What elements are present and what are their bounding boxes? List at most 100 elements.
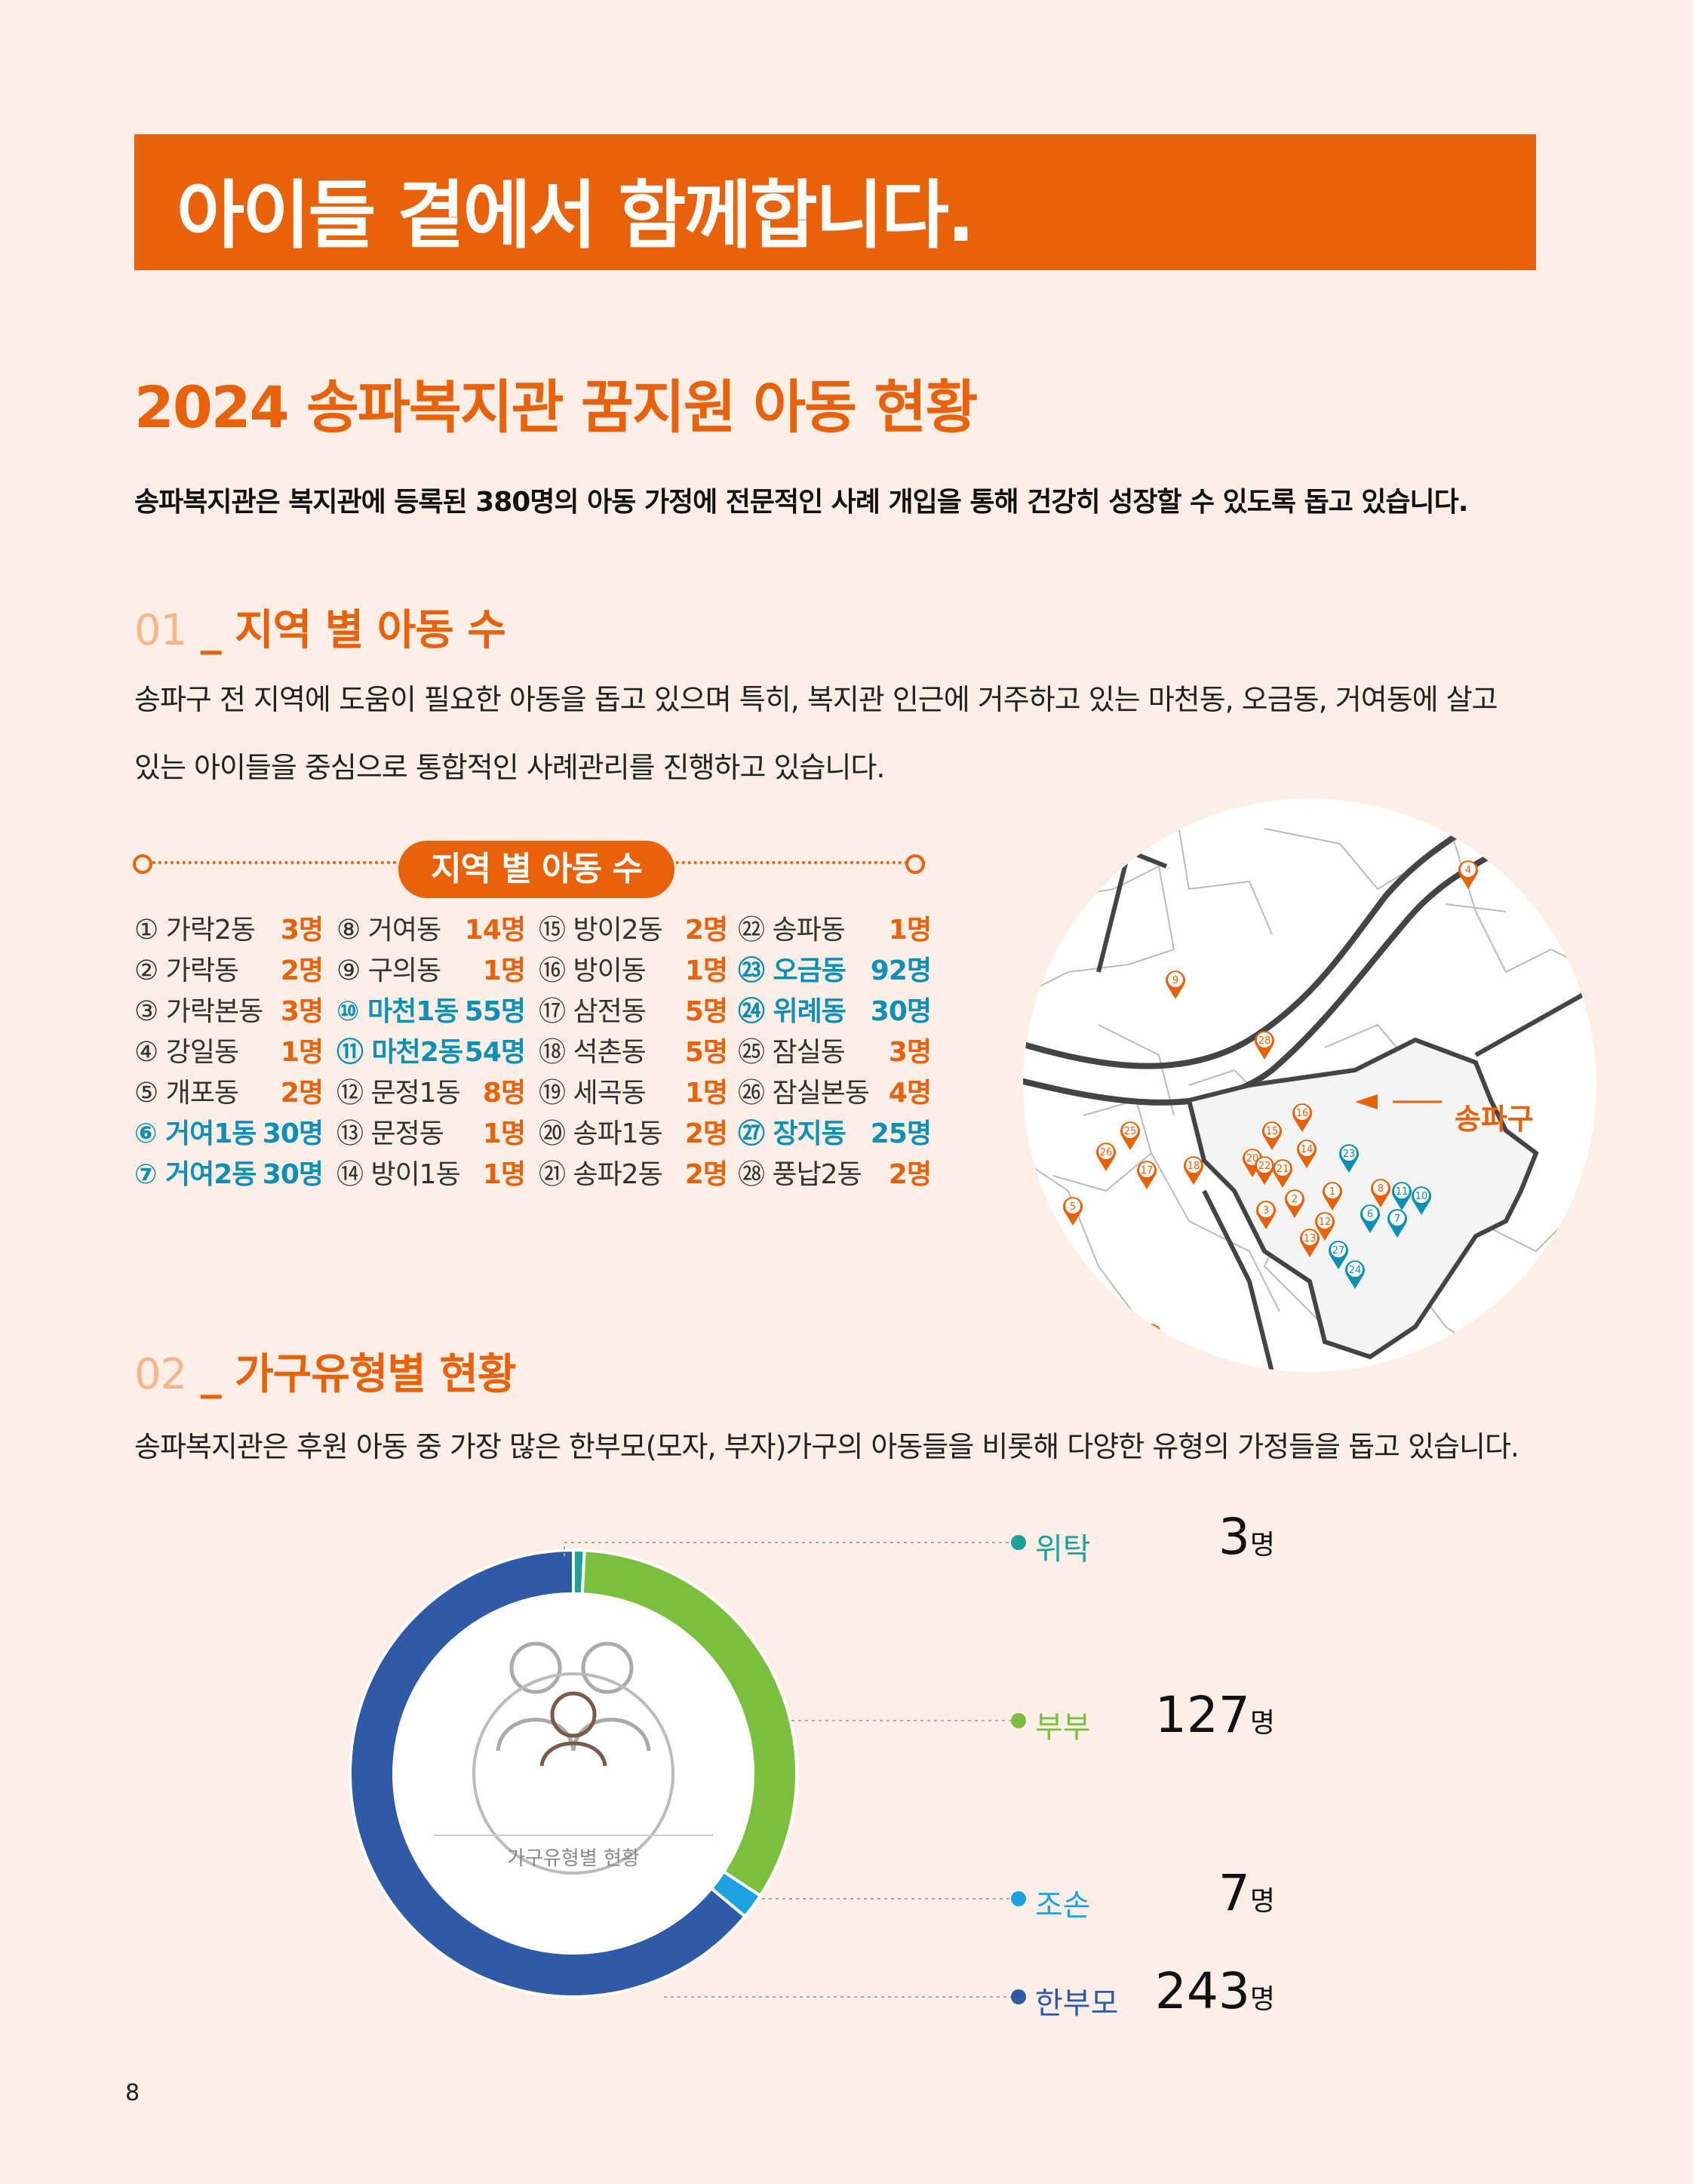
region-name: ⑬ 문정동 — [336, 1118, 444, 1149]
region-name: ⑩ 마천1동 — [336, 996, 459, 1027]
map-pin-label: 1 — [1329, 1186, 1335, 1198]
region-cell: ㉓ 오금동 92명 — [738, 951, 932, 992]
region-cell: ⑱ 석촌동 5명 — [539, 1032, 728, 1073]
map-pin-center — [1325, 1183, 1340, 1198]
region-row: ① 가락2동 3명 ⑧ 거여동 14명 ⑮ 방이2동 2명 ㉒ 송파동 1명 — [134, 910, 934, 951]
title-banner: 아이들 곁에서 함께합니다. — [134, 134, 1536, 270]
part1-desc-line1: 송파구 전 지역에 도움이 필요한 아동을 돕고 있으며 특히, 복지관 인근에… — [134, 683, 1498, 716]
map-pin-label: 28 — [1258, 1035, 1271, 1047]
region-cell: ㉒ 송파동 1명 — [738, 910, 932, 951]
map-pin-center — [1287, 1191, 1302, 1206]
map-pin-label: 24 — [1349, 1265, 1362, 1276]
region-name: ㉕ 잠실동 — [738, 1037, 846, 1068]
region-cell: ㉖ 잠실본동 4명 — [738, 1073, 932, 1114]
region-count: 3명 — [280, 996, 324, 1027]
region-name: ㉔ 위례동 — [738, 996, 847, 1027]
map-marker: 24 — [1345, 1260, 1365, 1289]
region-name: ④ 강일동 — [134, 1037, 239, 1068]
region-name: ㉑ 송파2동 — [539, 1159, 663, 1190]
map-pin-center — [1302, 1230, 1317, 1245]
region-count: 2명 — [888, 1159, 932, 1190]
region-cell: ⑲ 세곡동 1명 — [539, 1073, 728, 1114]
region-count: 1명 — [684, 1078, 728, 1109]
map-pin-center — [1363, 1206, 1378, 1221]
map-pin-label: 6 — [1367, 1209, 1373, 1220]
region-count: 14명 — [464, 915, 526, 946]
legend-label: 부부 — [1035, 1710, 1091, 1745]
region-cell: ⑨ 구의동 1명 — [336, 951, 526, 992]
legend-dot — [1011, 1535, 1026, 1550]
part1-desc-line2: 있는 아이들을 중심으로 통합적인 사례관리를 진행하고 있습니다. — [134, 751, 885, 784]
part2-desc: 송파복지관은 후원 아동 중 가장 많은 한부모(모자, 부자)가구의 아동들을… — [134, 1430, 1519, 1463]
region-cell: ㉗ 장지동 25명 — [738, 1114, 932, 1155]
map-pin-center — [1065, 1198, 1080, 1214]
section-title: 2024 송파복지관 꿈지원 아동 현황 — [134, 374, 978, 441]
region-count: 3명 — [280, 915, 324, 946]
region-count: 1명 — [482, 1118, 526, 1149]
region-count: 1명 — [888, 915, 932, 946]
region-cell: ⑪ 마천2동 54명 — [336, 1032, 526, 1073]
map-pin-label: 23 — [1343, 1149, 1356, 1160]
region-cell: ⑥ 거여1동 30명 — [134, 1114, 324, 1155]
map-pin-label: 18 — [1188, 1161, 1200, 1172]
legend-value-unit: 명 — [1249, 1984, 1275, 2015]
map-marker: 7 — [1387, 1209, 1407, 1238]
intro-text: 송파복지관은 복지관에 등록된 380명의 아동 가정에 전문적인 사례 개입을… — [134, 487, 1468, 518]
legend-value-unit: 명 — [1249, 1708, 1275, 1739]
map-pin-label: 16 — [1296, 1108, 1309, 1119]
donut-caption: 가구유형별 현황 — [507, 1847, 640, 1870]
part2-number: 02 — [134, 1350, 187, 1399]
map-marker: 5 — [1063, 1197, 1083, 1226]
map-pin-label: 15 — [1266, 1126, 1279, 1137]
region-name: ㉒ 송파동 — [738, 915, 846, 946]
region-row: ④ 강일동 1명 ⑪ 마천2동 54명 ⑱ 석촌동 5명 ㉕ 잠실동 3명 — [134, 1032, 934, 1073]
region-count: 1명 — [280, 1037, 324, 1068]
part1-number: 01 — [134, 606, 187, 655]
map-pin-label: 10 — [1415, 1191, 1428, 1202]
region-name: ㉖ 잠실본동 — [738, 1078, 870, 1109]
map-marker: 2 — [1285, 1189, 1304, 1218]
legend-dot — [1011, 1989, 1026, 2004]
legend-label: 조손 — [1035, 1888, 1091, 1923]
han-river-north-bank — [1023, 798, 1508, 1069]
region-count: 55명 — [464, 996, 526, 1027]
map-marker: 8 — [1371, 1179, 1390, 1207]
family-icon — [472, 1641, 674, 1875]
region-cell: ⑤ 개포동 2명 — [134, 1073, 324, 1114]
map-marker: 16 — [1292, 1103, 1312, 1132]
map-pin-center — [1098, 1144, 1114, 1159]
region-name: ② 가락동 — [134, 955, 239, 986]
map-pin-center — [1258, 1202, 1274, 1217]
region-cell: ⑳ 송파1동 2명 — [539, 1114, 728, 1155]
region-table-title: 지역 별 아동 수 — [398, 841, 674, 898]
legend-value-number: 243 — [1154, 1962, 1250, 2020]
map-pin-center — [1139, 1162, 1154, 1177]
region-cell: ⑭ 방이1동 1명 — [336, 1155, 526, 1195]
map-pin-label: 17 — [1141, 1165, 1154, 1177]
donut-slice-부부 — [580, 1549, 798, 1898]
songpa-outline — [1186, 1037, 1539, 1360]
map-pin-label: 12 — [1319, 1217, 1332, 1228]
region-cell: ⑧ 거여동 14명 — [336, 910, 526, 951]
map-pin-center — [1123, 1123, 1138, 1138]
legend-value: 243명 — [1124, 1962, 1275, 2020]
region-cell: ① 가락2동 3명 — [134, 910, 324, 951]
map-pin-center — [1295, 1105, 1310, 1120]
map-pin-label: 2 — [1292, 1194, 1298, 1205]
region-cell: ⑰ 삼전동 5명 — [539, 992, 728, 1032]
region-name: ㉘ 풍납2동 — [738, 1159, 862, 1190]
region-name: ① 가락2동 — [134, 915, 256, 946]
map-pin-label: 26 — [1100, 1147, 1113, 1158]
legend-label: 한부모 — [1035, 1986, 1119, 2021]
region-count: 2명 — [684, 1159, 728, 1190]
map-marker: 22 — [1255, 1156, 1274, 1185]
map-pin-center — [1390, 1210, 1405, 1226]
region-count: 30명 — [262, 1118, 324, 1149]
region-cell: ⑦ 거여2동 30명 — [134, 1155, 324, 1195]
map-pin-label: 9 — [1172, 975, 1178, 986]
map-pin-label: 14 — [1301, 1144, 1314, 1155]
region-name: ⑥ 거여1동 — [134, 1118, 257, 1149]
region-cell: ③ 가락본동 3명 — [134, 992, 324, 1032]
